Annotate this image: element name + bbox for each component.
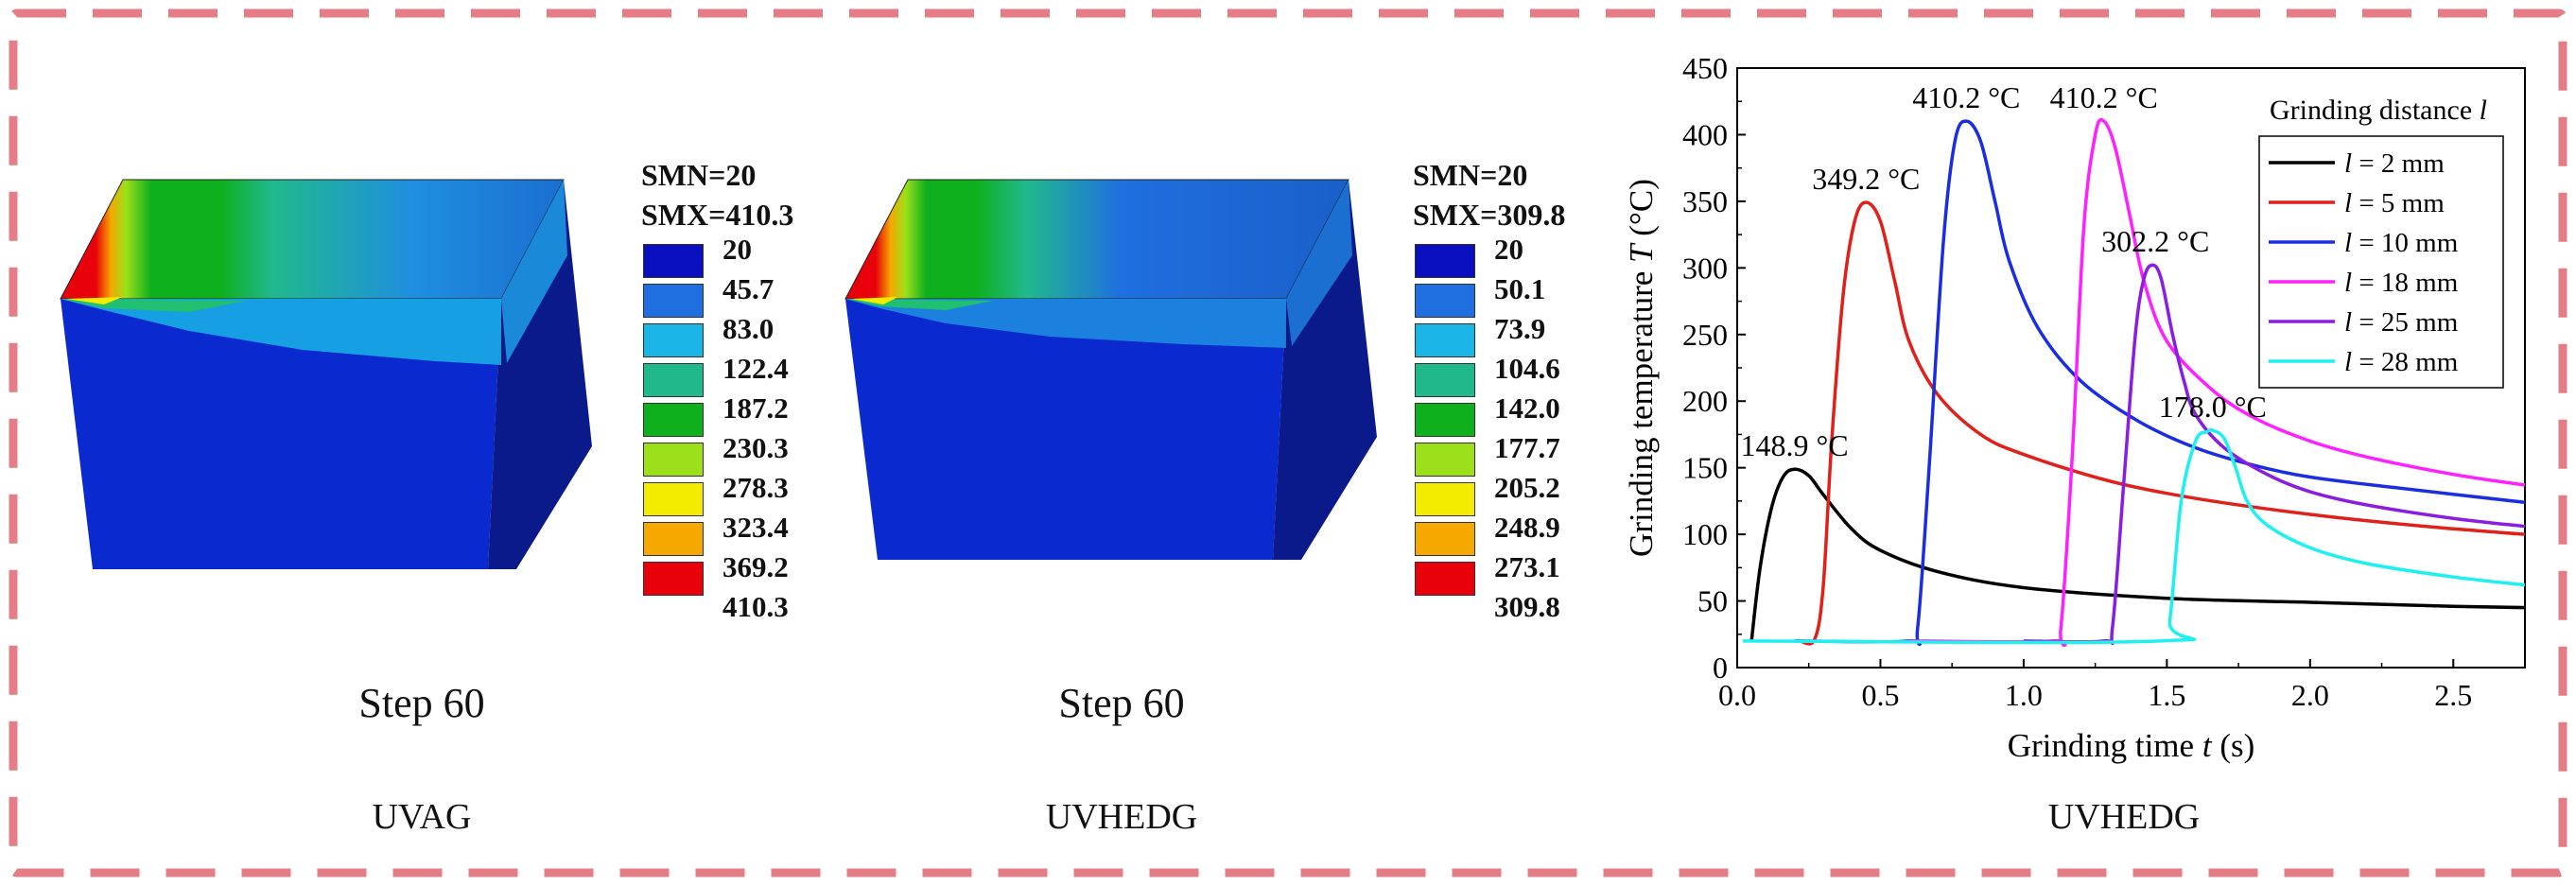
legend-value: 410.3 [722, 590, 789, 623]
legend-swatch [1415, 443, 1475, 477]
legend-swatch [1415, 403, 1475, 437]
y-tick-label: 450 [1682, 51, 1728, 85]
legend-value: 20 [722, 233, 752, 266]
series-line-4 [2023, 263, 2526, 646]
legend-swatch [643, 522, 704, 556]
legend-swatch [643, 284, 704, 318]
legend-value: 122.4 [722, 352, 789, 385]
legend-value: 177.7 [1494, 431, 1560, 464]
legend-label: l = 2 mm [2344, 148, 2445, 179]
panel-caption: UVAG [372, 797, 472, 837]
series-line-2 [1794, 119, 2526, 647]
legend-value: 142.0 [1494, 391, 1560, 425]
x-tick-label: 2.5 [2434, 678, 2472, 712]
smx-label: SMX=410.3 [641, 198, 794, 232]
x-tick-label: 1.5 [2148, 678, 2185, 712]
legend-value: 278.3 [722, 471, 789, 504]
x-tick-label: 2.0 [2291, 678, 2329, 712]
series-line-5 [1743, 427, 2526, 645]
temperature-chart: 0 50 100 150 200 250 300 350 400 450 0.0 0.5 1.0 1.5 2… [1623, 51, 2526, 764]
legend-swatch [1415, 244, 1475, 278]
chart-caption: UVHEDG [2047, 797, 2201, 837]
legend-title: Grinding distance l [2270, 95, 2487, 126]
x-tick-label: 0.0 [1718, 678, 1756, 712]
x-tick-label: 1.0 [2005, 678, 2043, 712]
peak-annotation: 302.2 °C [2101, 224, 2209, 258]
legend-swatch [643, 403, 704, 437]
legend-value: 50.1 [1494, 272, 1546, 305]
legend-swatch [1415, 522, 1475, 556]
legend-swatch [643, 323, 704, 357]
legend-label: l = 28 mm [2344, 347, 2459, 377]
peak-annotation: 410.2 °C [1912, 80, 2020, 114]
y-tick-label: 50 [1697, 584, 1728, 618]
y-tick-label: 250 [1682, 318, 1728, 352]
legend-label: l = 10 mm [2344, 228, 2459, 258]
legend-label: l = 5 mm [2344, 188, 2445, 218]
legend-label: l = 25 mm [2344, 307, 2459, 338]
legend-value: 20 [1494, 233, 1523, 266]
smx-label: SMX=309.8 [1413, 198, 1566, 232]
simulation-panel-uvhedg: SMN=20 SMX=309.8 20 50.1 73.9 104.6 142.0 177… [785, 0, 1636, 886]
legend-box [2258, 135, 2504, 389]
y-tick-label: 200 [1682, 384, 1728, 418]
smn-label: SMN=20 [641, 158, 757, 192]
legend-swatch [643, 482, 704, 516]
series-line-3 [1908, 117, 2526, 647]
y-tick-label: 300 [1682, 251, 1728, 285]
y-tick-label: 100 [1682, 517, 1728, 551]
color-legend: 20 45.7 83.0 122.4 187.2 230.3 278.3 323.4 369.2… [643, 233, 832, 641]
step-label: Step 60 [358, 680, 485, 726]
legend-value: 73.9 [1494, 312, 1546, 345]
legend-swatch [1415, 363, 1475, 397]
legend-value: 369.2 [722, 550, 789, 583]
legend-value: 83.0 [722, 312, 775, 345]
legend-value: 273.1 [1494, 550, 1560, 583]
series-line-1 [1800, 200, 2526, 646]
legend-value: 187.2 [722, 391, 789, 425]
workpiece-3d-model [60, 179, 592, 569]
legend-value: 45.7 [722, 272, 775, 305]
x-tick-label: 0.5 [1861, 678, 1899, 712]
y-tick-label: 150 [1682, 451, 1728, 485]
series-line-0 [1749, 467, 2526, 642]
legend-label: l = 18 mm [2344, 268, 2459, 298]
peak-annotation: 410.2 °C [2050, 80, 2158, 114]
panel-caption: UVHEDG [1045, 797, 1198, 837]
legend-swatch [1415, 284, 1475, 318]
y-tick-label: 400 [1682, 117, 1728, 151]
legend-value: 323.4 [722, 511, 789, 544]
color-legend: 20 50.1 73.9 104.6 142.0 177.7 205.2 248.9 273.1… [1415, 233, 1604, 641]
legend-swatch [643, 363, 704, 397]
peak-annotation: 148.9 °C [1741, 428, 1849, 462]
legend-value: 104.6 [1494, 352, 1560, 385]
legend-value: 205.2 [1494, 471, 1560, 504]
legend-swatch [1415, 482, 1475, 516]
y-axis-label: Grinding temperature T (°C) [1623, 179, 1660, 557]
workpiece-3d-model [844, 179, 1377, 560]
y-tick-label: 350 [1682, 184, 1728, 218]
simulation-panel-uvag: SMN=20 SMX=410.3 20 45.7 83.0 122.4 187.2 230… [0, 0, 851, 886]
legend-value: 309.8 [1494, 590, 1560, 623]
x-axis-label: Grinding time t (s) [2008, 727, 2255, 764]
legend-swatch [643, 443, 704, 477]
peak-annotation: 349.2 °C [1812, 162, 1920, 196]
legend-swatch [643, 244, 704, 278]
legend-swatch [1415, 323, 1475, 357]
legend-value: 248.9 [1494, 511, 1560, 544]
smn-label: SMN=20 [1413, 158, 1528, 192]
legend-swatch [1415, 562, 1475, 596]
legend-value: 230.3 [722, 431, 789, 464]
peak-annotation: 178.0 °C [2159, 390, 2267, 424]
step-label: Step 60 [1058, 680, 1185, 726]
y-tick-label: 0 [1713, 651, 1728, 685]
legend-swatch [643, 562, 704, 596]
